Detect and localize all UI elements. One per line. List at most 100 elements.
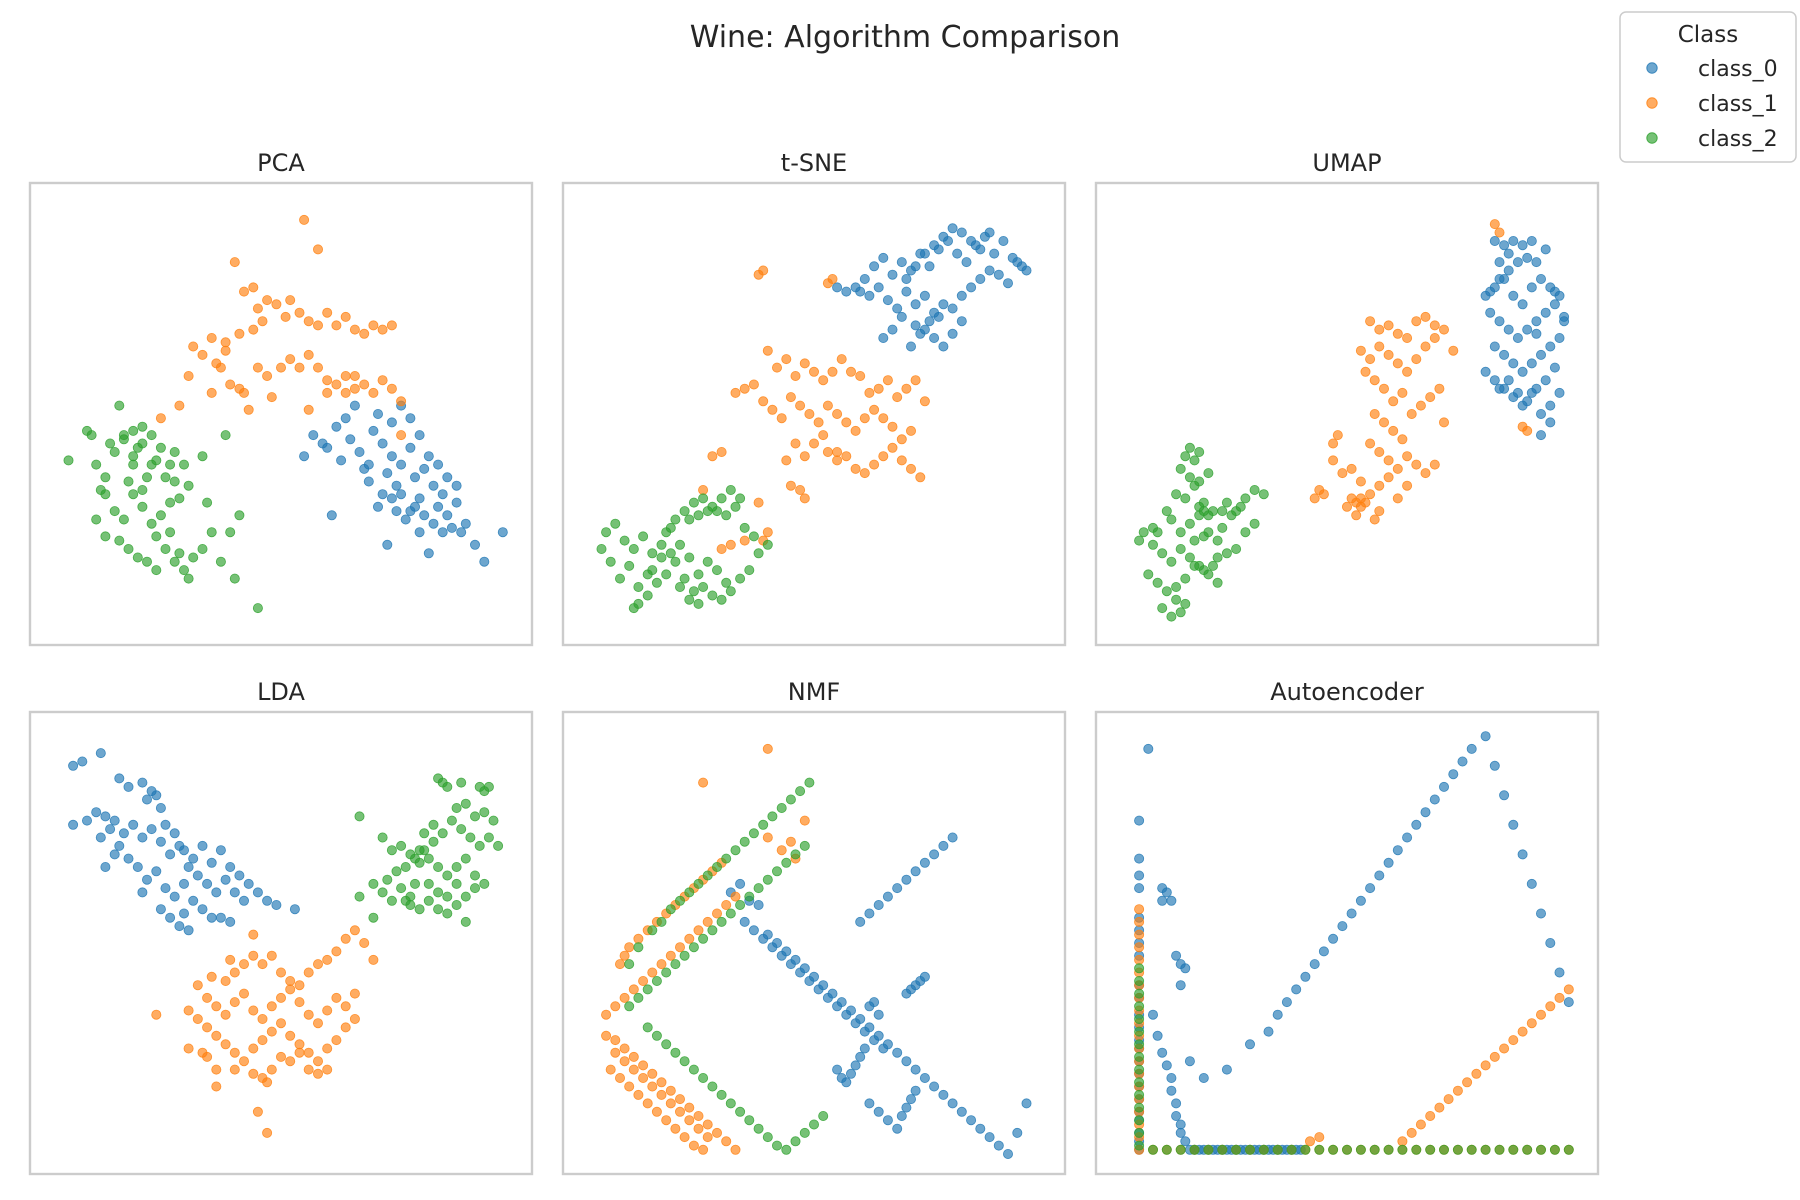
point-class_1: [248, 324, 259, 335]
point-class_0: [354, 446, 365, 457]
point-class_0: [878, 332, 889, 343]
point-class_0: [762, 929, 773, 940]
series-class_0-lda: [68, 748, 300, 936]
point-class_1: [684, 1102, 695, 1113]
point-class_0: [975, 273, 986, 284]
point-class_2: [1198, 506, 1209, 517]
point-class_0: [975, 244, 986, 255]
point-class_2: [460, 891, 471, 902]
point-class_2: [661, 527, 672, 538]
point-class_1: [804, 408, 815, 419]
point-class_2: [1171, 582, 1182, 593]
point-class_1: [846, 366, 857, 377]
point-class_0: [1517, 240, 1528, 251]
point-class_2: [1212, 577, 1223, 588]
point-class_2: [1189, 455, 1200, 466]
point-class_2: [396, 883, 407, 894]
point-class_0: [1245, 1039, 1256, 1050]
point-class_0: [118, 828, 129, 839]
point-class_2: [91, 514, 102, 525]
point-class_2: [109, 446, 120, 457]
point-class_2: [1189, 480, 1200, 491]
point-class_1: [349, 370, 360, 381]
point-class_1: [702, 916, 713, 927]
point-class_1: [252, 1106, 263, 1117]
point-class_0: [966, 282, 977, 293]
point-class_1: [1392, 328, 1403, 339]
point-class_0: [1171, 950, 1182, 961]
point-class_0: [919, 857, 930, 868]
point-class_1: [785, 836, 796, 847]
point-class_2: [386, 895, 397, 906]
point-class_0: [1531, 328, 1542, 339]
point-class_1: [758, 265, 769, 276]
point-class_2: [1235, 501, 1246, 512]
point-class_1: [1526, 1018, 1537, 1029]
point-class_2: [1231, 544, 1242, 555]
point-class_1: [605, 1064, 616, 1075]
point-class_2: [730, 845, 741, 856]
point-class_1: [619, 1056, 630, 1067]
point-class_1: [211, 1001, 222, 1012]
point-class_1: [211, 1030, 222, 1041]
point-class_1: [776, 413, 787, 424]
point-class_0: [262, 895, 273, 906]
point-class_0: [340, 413, 351, 424]
point-class_0: [423, 548, 434, 559]
legend-marker-class_1: [1646, 97, 1658, 109]
point-class_0: [901, 1056, 912, 1067]
point-class_0: [1012, 257, 1023, 268]
point-class_1: [285, 976, 296, 987]
point-class_0: [1318, 946, 1329, 957]
point-class_2: [693, 569, 704, 580]
point-class_0: [428, 480, 439, 491]
point-class_1: [238, 988, 249, 999]
point-class_0: [832, 282, 843, 293]
point-class_1: [712, 908, 723, 919]
point-class_1: [1314, 1132, 1325, 1143]
point-class_0: [1554, 332, 1565, 343]
point-class_2: [642, 590, 653, 601]
legend-label-class_0: class_0: [1698, 57, 1778, 82]
point-class_0: [289, 904, 300, 915]
point-class_2: [670, 959, 681, 970]
point-class_1: [206, 971, 217, 982]
point-class_2: [414, 845, 425, 856]
point-class_0: [405, 506, 416, 517]
point-class_0: [878, 252, 889, 263]
point-class_0: [437, 489, 448, 500]
point-class_1: [1374, 341, 1385, 352]
point-class_1: [229, 1047, 240, 1058]
point-class_0: [1143, 743, 1154, 754]
point-class_2: [100, 531, 111, 542]
series-class_2-autoencoder: [1134, 963, 1574, 1155]
point-class_0: [1540, 375, 1551, 386]
point-class_1: [1328, 438, 1339, 449]
panel-title-nmf: NMF: [788, 678, 840, 706]
point-class_0: [141, 794, 152, 805]
point-class_0: [836, 997, 847, 1008]
point-class_0: [901, 273, 912, 284]
point-class_2: [460, 798, 471, 809]
point-class_2: [1134, 1014, 1145, 1025]
point-class_2: [1212, 552, 1223, 563]
point-class_2: [633, 992, 644, 1003]
point-class_1: [822, 446, 833, 457]
point-class_1: [303, 316, 314, 327]
point-class_0: [809, 971, 820, 982]
point-class_2: [670, 1047, 681, 1058]
point-class_2: [1217, 522, 1228, 533]
point-class_2: [1161, 1144, 1172, 1155]
point-class_1: [1425, 1111, 1436, 1122]
point-class_1: [633, 933, 644, 944]
point-class_1: [280, 311, 291, 322]
point-class_1: [1545, 1001, 1556, 1012]
point-class_2: [735, 1106, 746, 1117]
point-class_0: [1171, 1098, 1182, 1109]
point-class_1: [1374, 324, 1385, 335]
point-class_2: [799, 1127, 810, 1138]
point-class_1: [1489, 219, 1500, 230]
point-class_2: [670, 556, 681, 567]
point-class_1: [1415, 400, 1426, 411]
point-class_2: [1157, 548, 1168, 559]
